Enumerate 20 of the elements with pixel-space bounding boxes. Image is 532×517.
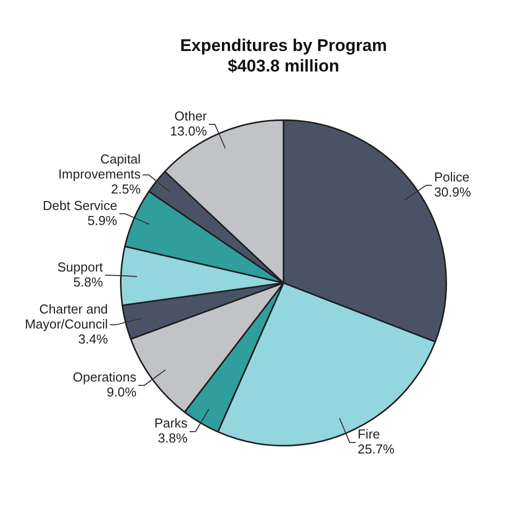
slice-label: Operations: [72, 369, 137, 384]
slice-label: Capital Improvements: [58, 151, 142, 182]
data-label: 30.9%: [434, 184, 472, 200]
data-label: 9.0%: [106, 384, 137, 400]
slice-label: Police: [434, 169, 470, 184]
data-label: 3.4%: [78, 331, 108, 346]
slice-label: Support: [57, 259, 104, 274]
chart-title: Expenditures by Program: [180, 36, 387, 55]
data-label: 5.8%: [73, 274, 104, 290]
slice-label: Other: [174, 108, 208, 124]
data-label: 13.0%: [170, 123, 208, 138]
slice-label: Parks: [154, 416, 188, 431]
slice-label: Charter and Mayor/Council: [24, 301, 108, 332]
slice-label: Debt Service: [42, 198, 118, 213]
data-label: 3.8%: [158, 430, 188, 446]
chart-subtitle: $403.8 million: [228, 56, 340, 76]
data-label: 25.7%: [358, 442, 395, 457]
slice-label: Fire: [358, 426, 380, 442]
data-label: 5.9%: [88, 212, 118, 228]
data-label: 2.5%: [111, 181, 142, 196]
